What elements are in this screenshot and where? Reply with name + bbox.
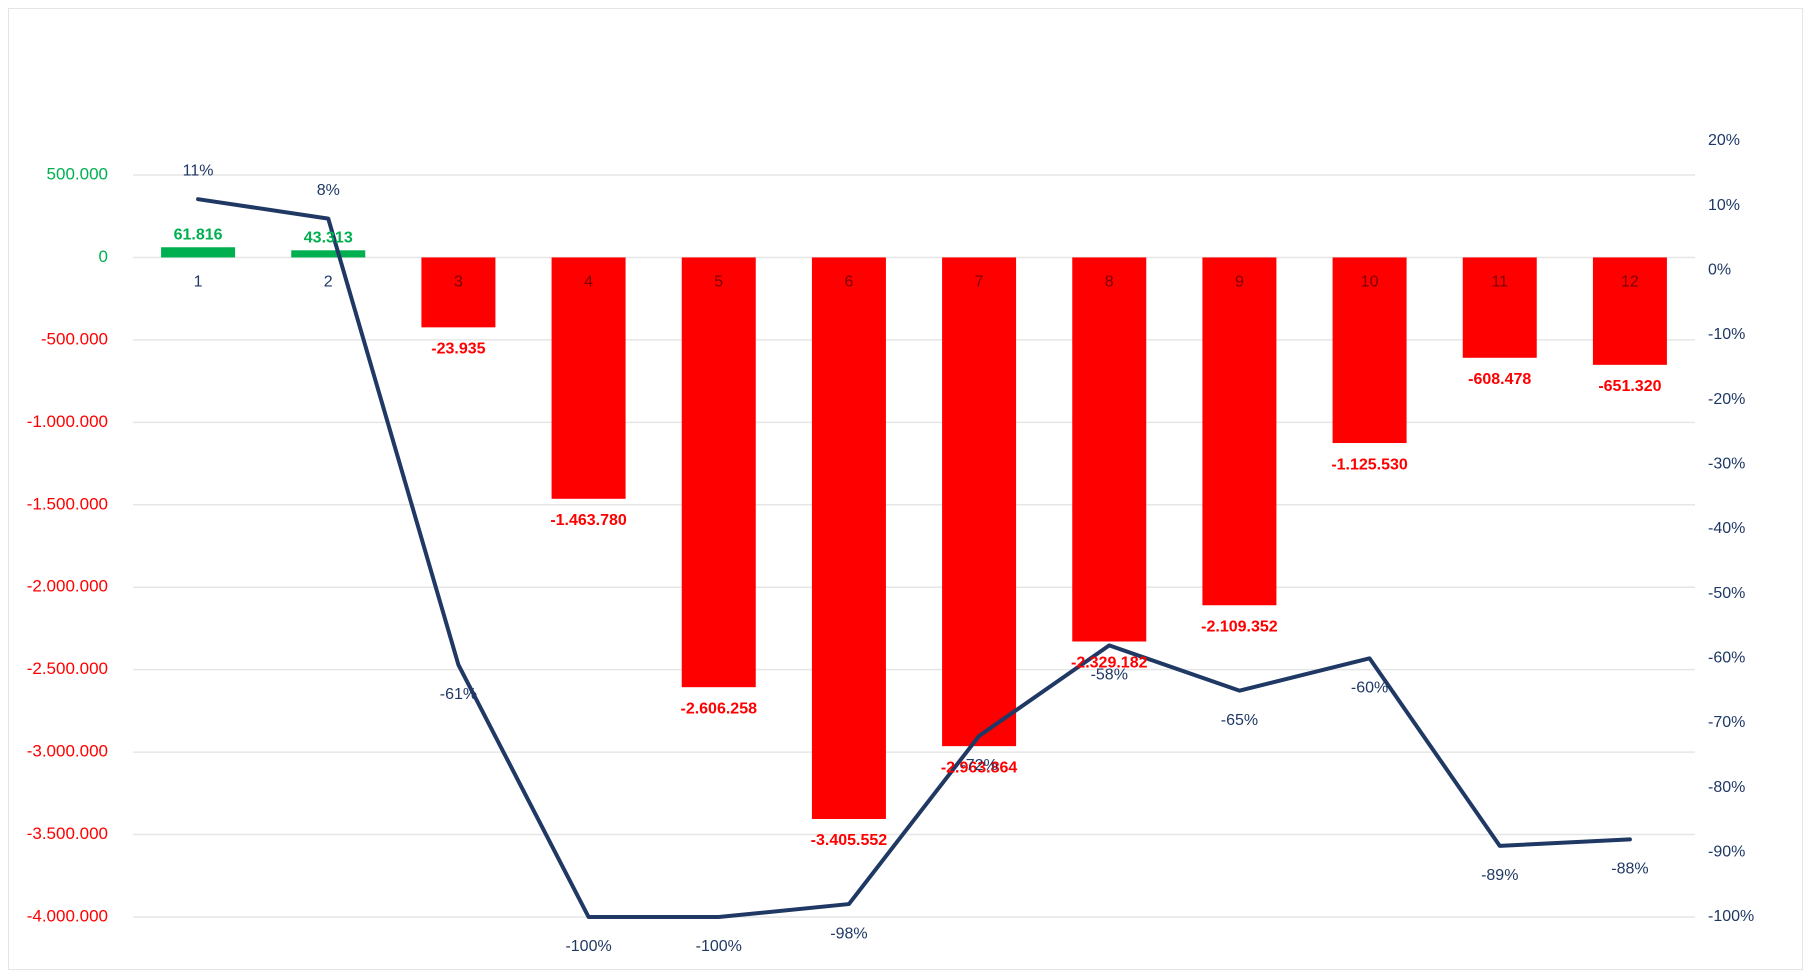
chart-frame — [8, 8, 1803, 970]
series-line — [196, 197, 1632, 919]
bar-data-label: 43.313 — [304, 230, 353, 247]
category-label: 6 — [844, 274, 853, 291]
bar — [291, 250, 366, 258]
category-label: 1 — [194, 274, 203, 291]
bar — [551, 257, 626, 499]
left-axis-tick-label: -500.000 — [41, 329, 108, 348]
bar — [1202, 257, 1277, 606]
category-labels: 1 2 3 4 5 6 7 8 9 10 11 12 — [194, 274, 1639, 291]
bar — [681, 257, 756, 688]
right-axis: 20% 10% 0% -10% -20% -30% -40% -50% -60% -70% -80%… — [1708, 132, 1754, 925]
bar — [421, 257, 496, 328]
bar-data-label: -608.478 — [1468, 371, 1531, 388]
line-series — [196, 197, 1632, 919]
right-axis-tick-label: -10% — [1708, 326, 1745, 343]
line-data-label: 11% — [183, 162, 214, 179]
left-axis-tick-label: 500.000 — [47, 164, 108, 183]
category-label: 2 — [324, 274, 333, 291]
bar-data-label: -23.935 — [431, 341, 485, 358]
line-data-label: -100% — [565, 938, 611, 955]
right-axis-tick-label: -80% — [1708, 779, 1745, 796]
bar-data-label: -3.405.552 — [811, 832, 888, 849]
category-label: 12 — [1621, 274, 1639, 291]
gridlines — [133, 174, 1695, 918]
right-axis-tick-label: -60% — [1708, 650, 1745, 667]
category-label: 3 — [454, 274, 463, 291]
bar — [1072, 257, 1147, 642]
left-axis: 500.000 0 -500.000 -1.000.000 -1.500.000 -2.0… — [27, 164, 108, 925]
bar-data-label: -2.329.182 — [1071, 655, 1148, 672]
line-data-label: -65% — [1221, 712, 1258, 729]
left-axis-tick-label: -3.500.000 — [27, 824, 108, 843]
left-axis-tick-label: -2.000.000 — [27, 577, 108, 596]
category-label: 10 — [1361, 274, 1379, 291]
bar-data-label: -2.606.258 — [680, 700, 757, 717]
line-data-label: 8% — [317, 182, 340, 199]
line-data-label: -98% — [830, 925, 867, 942]
right-axis-tick-label: -50% — [1708, 585, 1745, 602]
bar-data-label: -1.125.530 — [1331, 456, 1408, 473]
bar — [1592, 257, 1667, 365]
right-axis-tick-label: -70% — [1708, 714, 1745, 731]
bar — [1462, 257, 1537, 358]
line-data-label: -100% — [696, 938, 742, 955]
data-labels: 61.816 43.313 -23.935 -1.463.780 -2.606.258 -… — [174, 162, 1662, 955]
line-data-label: -61% — [440, 686, 477, 703]
line-data-label: -89% — [1481, 867, 1518, 884]
bar-data-label: -2.109.352 — [1201, 618, 1278, 635]
category-label: 9 — [1235, 274, 1244, 291]
left-axis-tick-label: -2.500.000 — [27, 659, 108, 678]
category-label: 7 — [975, 274, 984, 291]
line-data-label: -58% — [1091, 667, 1128, 684]
line-data-label: -88% — [1611, 861, 1648, 878]
right-axis-tick-label: -100% — [1708, 908, 1754, 925]
bar-data-label: 61.816 — [174, 226, 223, 243]
left-axis-tick-label: 0 — [99, 247, 108, 266]
bar — [161, 247, 236, 258]
left-axis-tick-label: -4.000.000 — [27, 906, 108, 925]
bar — [811, 257, 886, 819]
left-axis-tick-label: -1.000.000 — [27, 412, 108, 431]
right-axis-tick-label: 0% — [1708, 262, 1731, 279]
bar-data-label: -2.963.864 — [941, 759, 1018, 776]
right-axis-tick-label: -40% — [1708, 520, 1745, 537]
bar-data-label: -1.463.780 — [550, 512, 627, 529]
right-axis-tick-label: 20% — [1708, 132, 1740, 149]
right-axis-tick-label: -90% — [1708, 844, 1745, 861]
category-label: 4 — [584, 274, 593, 291]
left-axis-tick-label: -3.000.000 — [27, 742, 108, 761]
line-data-label: -60% — [1351, 680, 1388, 697]
category-label: 8 — [1105, 274, 1114, 291]
bar — [1332, 257, 1407, 444]
right-axis-tick-label: -20% — [1708, 391, 1745, 408]
right-axis-tick-label: 10% — [1708, 197, 1740, 214]
category-label: 5 — [714, 274, 723, 291]
category-label: 11 — [1491, 274, 1508, 291]
bar — [942, 257, 1017, 747]
left-axis-tick-label: -1.500.000 — [27, 494, 108, 513]
bar-data-label: -651.320 — [1598, 378, 1661, 395]
right-axis-tick-label: -30% — [1708, 456, 1745, 473]
line-data-label: -72% — [960, 757, 997, 774]
bar-series — [161, 247, 1667, 819]
